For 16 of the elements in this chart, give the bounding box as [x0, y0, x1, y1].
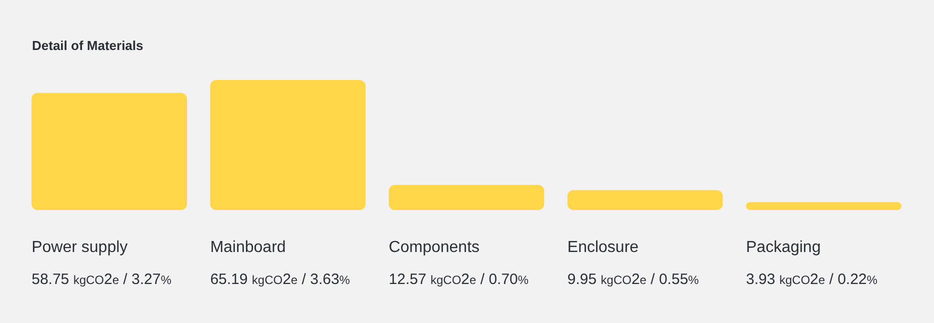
- x-tick-label: Enclosure: [567, 239, 639, 256]
- data-label: 12.57 kgCO2e / 0.70%: [388, 271, 529, 288]
- x-tick-label: Mainboard: [210, 239, 286, 256]
- x-tick-label: Packaging: [746, 239, 821, 256]
- bar: [567, 190, 723, 210]
- bar: [746, 202, 902, 210]
- x-tick-label: Components: [388, 239, 480, 256]
- data-label: 65.19 kgCO2e / 3.63%: [210, 271, 350, 288]
- bar: [388, 184, 544, 210]
- data-label: 9.95 kgCO2e / 0.55%: [567, 271, 700, 288]
- data-label: 58.75 kgCO2e / 3.27%: [32, 271, 172, 288]
- bar: [32, 92, 187, 210]
- chart-title: Detail of Materials: [32, 38, 144, 53]
- x-tick-label: Power supply: [32, 239, 128, 256]
- data-label: 3.93 kgCO2e / 0.22%: [746, 271, 878, 288]
- bar: [210, 80, 366, 210]
